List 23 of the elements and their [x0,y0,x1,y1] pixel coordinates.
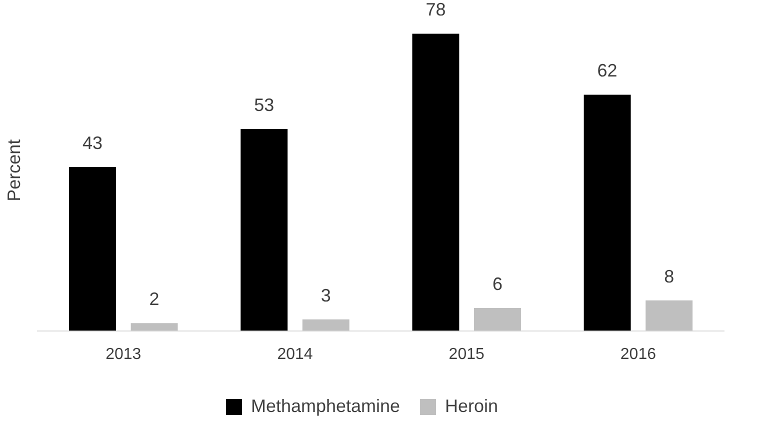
bar [69,167,116,331]
x-tick-label: 2013 [106,346,142,363]
data-label: 78 [426,0,446,20]
data-label: 53 [254,94,274,115]
bar [646,300,693,331]
x-tick-label: 2015 [448,346,484,363]
data-label: 3 [320,285,331,306]
bar [302,319,350,331]
bar [412,34,460,331]
bar [474,308,521,331]
data-label: 6 [492,274,502,294]
bar [130,323,178,331]
legend-label: Methamphetamine [250,396,400,416]
legend-label: Heroin [445,396,498,416]
x-tick-label: 2016 [620,346,656,363]
data-label: 2 [149,289,160,310]
data-label: 43 [82,133,103,154]
data-label: 8 [664,266,674,286]
x-tick-label: 2014 [277,346,313,363]
y-axis-title: Percent [4,139,24,202]
data-label: 62 [597,60,618,81]
bar [584,94,631,331]
bar [240,128,288,331]
